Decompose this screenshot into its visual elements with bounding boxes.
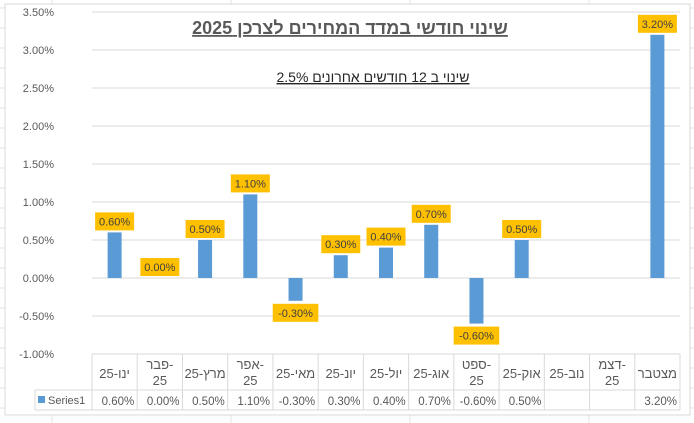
data-label: 3.20% [642, 19, 673, 31]
x-category-label: אפר- [237, 357, 264, 372]
data-label: 0.70% [416, 209, 447, 221]
table-value: 3.20% [644, 396, 677, 408]
table-value: 0.00% [147, 396, 180, 408]
bar [243, 194, 258, 278]
table-value: 1.10% [237, 396, 270, 408]
x-category-label: אוק-25 [503, 366, 541, 381]
data-label: -0.30% [278, 308, 313, 320]
y-tick-label: 0.00% [23, 273, 54, 285]
bar [288, 278, 303, 301]
x-category-label: מצטבר [638, 366, 677, 381]
data-label-box [321, 235, 361, 254]
y-tick-label: 2.00% [23, 121, 54, 133]
bar [650, 34, 665, 278]
x-category-label: 25 [243, 373, 257, 388]
x-category-label: מאי-25 [276, 366, 315, 381]
y-tick-label: 3.50% [23, 7, 54, 19]
legend-key [38, 396, 45, 403]
y-tick-label: 1.00% [23, 197, 54, 209]
table-value: 0.50% [192, 396, 225, 408]
data-label: 0.00% [144, 262, 175, 274]
data-label-box [366, 227, 406, 246]
data-label: 0.50% [506, 224, 537, 236]
chart-title: שינוי חודשי במדד המחירים לצרכן 2025 [192, 18, 508, 38]
table-value: -0.60% [460, 396, 496, 408]
y-tick-label: 2.50% [23, 83, 54, 95]
bar [333, 255, 348, 278]
data-label-box [453, 326, 500, 345]
chart-subtitle: שינוי ב 12 חודשים אחרונים 2.5% [276, 69, 469, 85]
bar [379, 247, 393, 278]
data-label: 0.40% [370, 232, 401, 244]
data-label-box [95, 212, 135, 231]
x-category-label: יול-25 [370, 366, 402, 381]
data-label: 1.10% [235, 178, 266, 190]
x-category-label: 25 [469, 373, 483, 388]
table-value: 0.30% [328, 396, 361, 408]
y-tick-label: 3.00% [23, 45, 54, 57]
x-category-label: פבר- [146, 357, 173, 372]
x-category-label: ינו-25 [99, 366, 130, 381]
x-category-label: דצמ- [598, 357, 626, 372]
table-value: 0.70% [418, 396, 451, 408]
y-tick-label: -0.50% [19, 311, 54, 323]
y-tick-label: -1.00% [19, 349, 54, 361]
legend-series-name: Series1 [48, 395, 85, 407]
y-tick-label: 0.50% [23, 235, 54, 247]
bar [198, 240, 213, 278]
bar [107, 232, 122, 278]
y-tick-label: 1.50% [23, 159, 54, 171]
data-label: 0.60% [99, 216, 130, 228]
bar [469, 278, 484, 324]
data-label: -0.60% [459, 331, 494, 343]
data-label-box [411, 204, 451, 223]
data-label-box [185, 220, 225, 238]
data-label: 0.50% [189, 224, 220, 236]
bar [514, 240, 529, 278]
data-label-box [637, 14, 677, 33]
data-label-box [502, 220, 542, 238]
data-label: 0.30% [325, 239, 356, 251]
table-value: -0.30% [279, 396, 315, 408]
x-category-label: מרץ-25 [184, 366, 225, 381]
chart-area [4, 3, 691, 416]
x-category-label: נוב-25 [549, 366, 584, 381]
x-category-label: ספט- [462, 357, 491, 372]
data-label-box [272, 303, 319, 322]
x-category-label: אוג-25 [413, 366, 449, 381]
x-category-label: יונ-25 [325, 366, 356, 381]
data-label-box [140, 258, 180, 276]
x-category-label: 25 [153, 373, 167, 388]
table-value: 0.40% [373, 396, 406, 408]
table-value: 0.60% [102, 396, 135, 408]
x-category-label: 25 [605, 373, 619, 388]
data-label-box [230, 174, 270, 193]
bar [424, 224, 439, 278]
table-value: 0.50% [509, 396, 542, 408]
